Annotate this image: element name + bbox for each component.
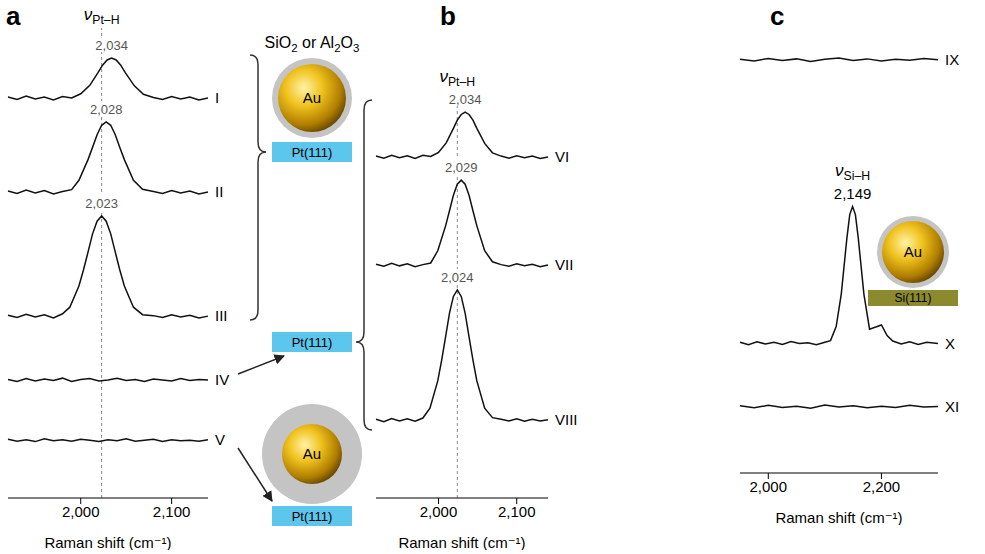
svg-text:Pt(111): Pt(111): [292, 335, 333, 350]
svg-text:Raman shift (cm⁻¹): Raman shift (cm⁻¹): [398, 534, 525, 550]
svg-text:2,029: 2,029: [445, 160, 478, 175]
svg-text:VIII: VIII: [555, 411, 578, 428]
svg-text:2,000: 2,000: [750, 478, 788, 495]
html-text:a: a: [6, 1, 21, 31]
svg-text:VI: VI: [555, 148, 569, 165]
svg-text:Au: Au: [303, 89, 321, 106]
svg-text:νSi–H: νSi–H: [835, 161, 870, 183]
svg-text:IX: IX: [945, 51, 959, 68]
svg-text:2,024: 2,024: [441, 270, 474, 285]
svg-text:2,200: 2,200: [863, 478, 901, 495]
svg-text:Au: Au: [904, 243, 922, 260]
svg-text:Au: Au: [303, 445, 321, 462]
svg-text:νPt–H: νPt–H: [84, 5, 120, 27]
svg-text:2,100: 2,100: [153, 503, 191, 520]
svg-text:Pt(111): Pt(111): [292, 509, 333, 524]
svg-text:X: X: [945, 335, 955, 352]
svg-text:XI: XI: [945, 398, 959, 415]
svg-text:2,000: 2,000: [62, 503, 100, 520]
svg-text:V: V: [215, 431, 225, 448]
svg-text:Raman shift (cm⁻¹): Raman shift (cm⁻¹): [44, 534, 171, 550]
svg-text:IV: IV: [215, 371, 229, 388]
svg-text:2,149: 2,149: [834, 185, 872, 202]
svg-text:VII: VII: [555, 256, 573, 273]
svg-text:III: III: [215, 307, 228, 324]
svg-text:2,000: 2,000: [420, 503, 458, 520]
html-text:c: c: [770, 1, 785, 31]
svg-text:Si(111): Si(111): [895, 291, 932, 305]
svg-text:Raman shift (cm⁻¹): Raman shift (cm⁻¹): [775, 509, 902, 525]
svg-text:SiO2 or Al2O3: SiO2 or Al2O3: [265, 34, 360, 54]
svg-text:2,023: 2,023: [85, 196, 118, 211]
svg-text:Pt(111): Pt(111): [292, 145, 333, 160]
svg-text:νPt–H: νPt–H: [439, 67, 475, 89]
svg-text:II: II: [215, 183, 223, 200]
html-text:b: b: [440, 1, 456, 31]
svg-text:2,034: 2,034: [95, 38, 128, 53]
svg-text:2,034: 2,034: [449, 92, 482, 107]
svg-text:2,028: 2,028: [90, 102, 123, 117]
svg-text:I: I: [215, 89, 219, 106]
svg-text:2,100: 2,100: [498, 503, 536, 520]
